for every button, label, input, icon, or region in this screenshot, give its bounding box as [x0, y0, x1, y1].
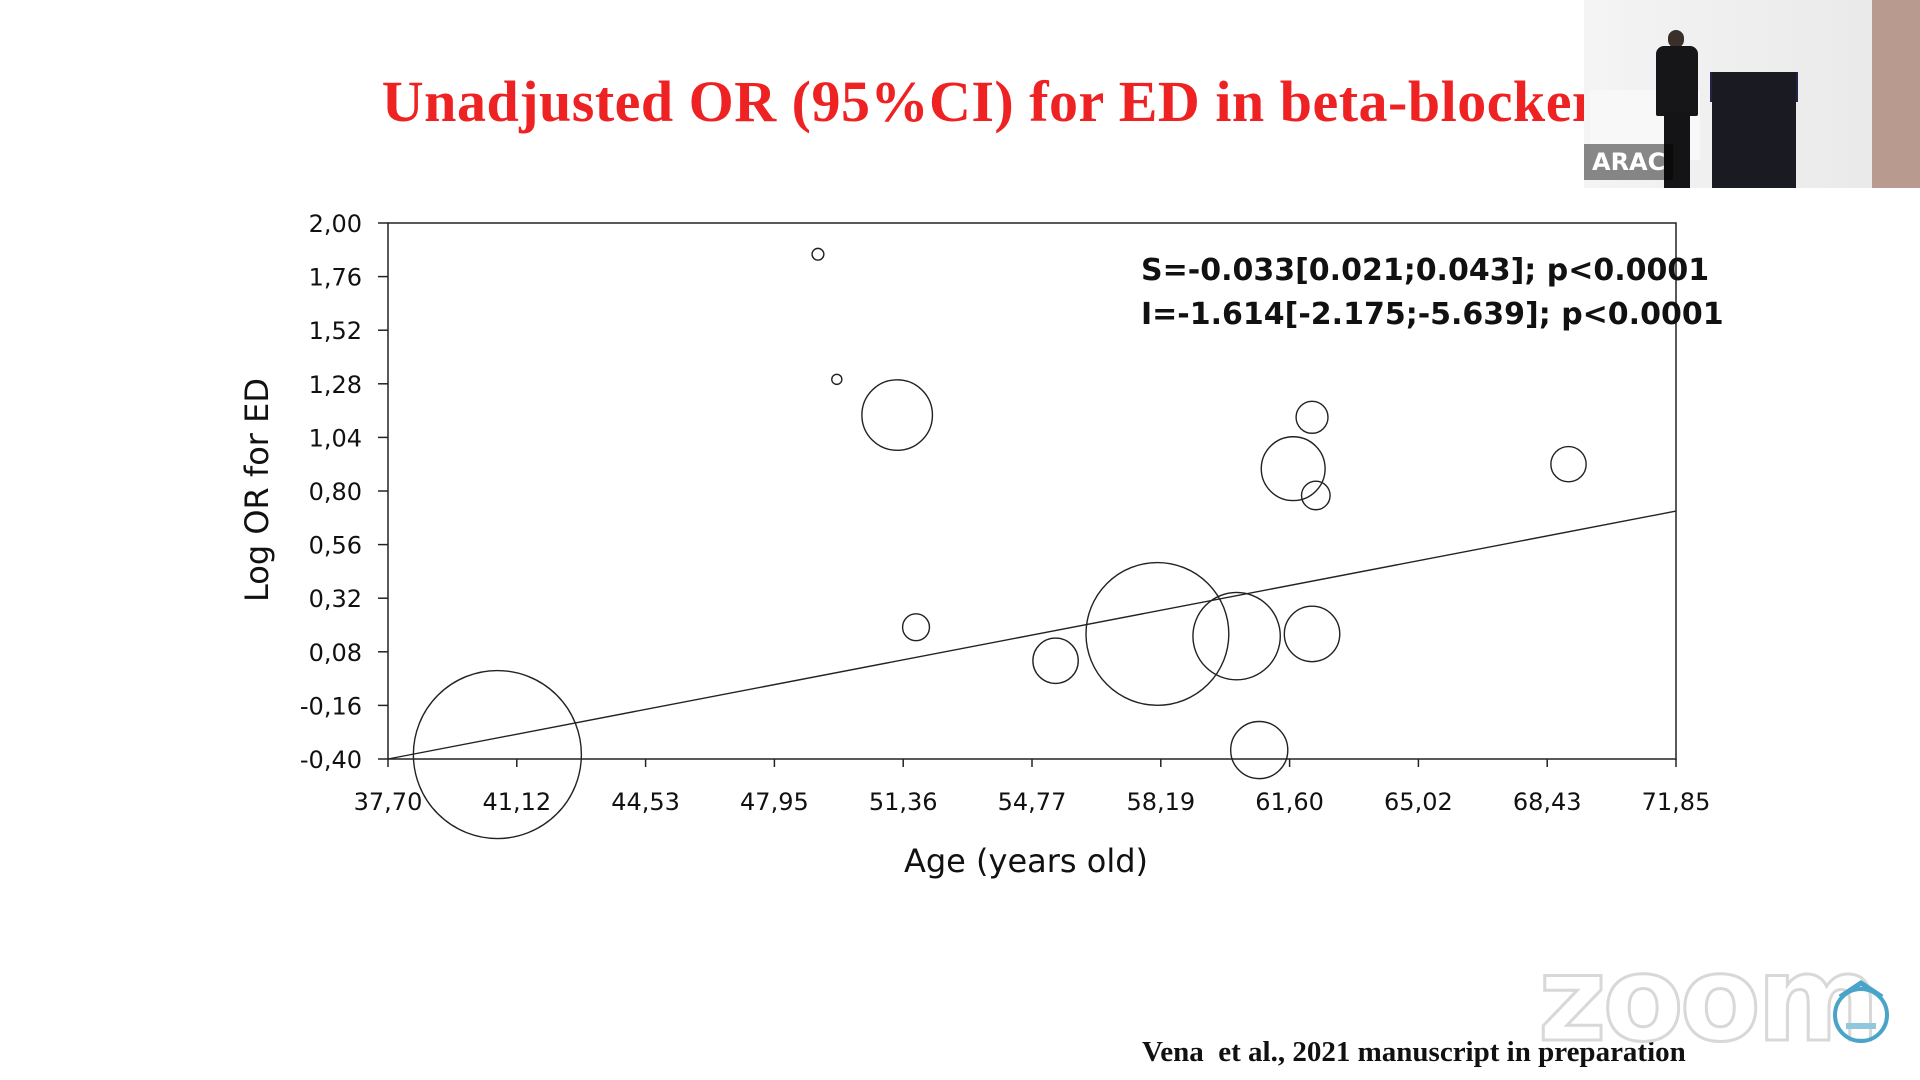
x-tick-label: 65,02 — [1384, 788, 1453, 816]
x-tick-label: 37,70 — [354, 788, 423, 816]
y-tick-label: 1,76 — [309, 264, 362, 292]
x-axis-title: Age (years old) — [904, 842, 1148, 880]
chart-regression — [387, 510, 1677, 760]
y-tick-label: 1,52 — [309, 317, 362, 345]
data-point — [1260, 436, 1326, 502]
x-tick-label: 41,12 — [482, 788, 551, 816]
y-tick-label: -0,16 — [300, 692, 362, 720]
data-point — [901, 613, 931, 642]
y-axis-title: Log OR for ED — [238, 378, 276, 602]
data-point — [831, 373, 843, 386]
y-tick-label: 0,80 — [309, 478, 362, 506]
y-tick-label: 1,28 — [309, 371, 362, 399]
data-point — [1192, 591, 1281, 681]
x-tick-label: 61,60 — [1255, 788, 1324, 816]
data-point — [1032, 637, 1079, 685]
podium — [1712, 72, 1796, 188]
y-tick-label: 0,08 — [309, 639, 362, 667]
annotation-intercept: I=-1.614[-2.175;-5.639]; p<0.0001 — [1141, 297, 1724, 332]
data-point — [861, 379, 934, 452]
video-pillar — [1872, 0, 1920, 188]
y-tick-label: 0,32 — [309, 585, 362, 613]
speaker-legs — [1664, 112, 1690, 188]
y-tick-label: -0,40 — [300, 746, 362, 774]
data-point — [1295, 400, 1329, 434]
x-tick-label: 68,43 — [1513, 788, 1582, 816]
data-point — [1550, 445, 1587, 483]
slide-title: Unadjusted OR (95%CI) for ED in beta-blo… — [381, 69, 1599, 134]
data-point — [1300, 480, 1331, 511]
esam-logo-icon — [1833, 979, 1889, 1043]
speaker-head — [1668, 30, 1684, 48]
x-tick-label: 51,36 — [869, 788, 938, 816]
speaker-video-thumbnail[interactable]: ARAC — [1584, 0, 1920, 188]
speaker-body — [1656, 46, 1698, 116]
chart-axes: 2,00 1,76 1,52 1,28 1,04 0,80 0,56 0,32 0,08 -0,1… — [300, 210, 1710, 816]
x-tick-label: 71,85 — [1642, 788, 1711, 816]
data-point — [1283, 605, 1341, 663]
citation: Vena et al., 2021 manuscript in preparat… — [1142, 1036, 1686, 1068]
y-tick-label: 2,00 — [309, 210, 362, 238]
y-tick-label: 1,04 — [309, 424, 362, 452]
participant-name: ARAC — [1584, 144, 1674, 180]
chart-points — [412, 247, 1587, 840]
data-point — [811, 247, 825, 261]
x-tick-label: 58,19 — [1126, 788, 1195, 816]
x-tick-label: 47,95 — [740, 788, 809, 816]
zoom-watermark: zoom — [1537, 929, 1882, 1070]
data-point — [1229, 720, 1289, 780]
regression-line — [387, 510, 1677, 760]
annotation-slope: S=-0.033[0.021;0.043]; p<0.0001 — [1141, 253, 1709, 288]
data-point — [1085, 561, 1230, 707]
x-tick-label: 54,77 — [998, 788, 1067, 816]
x-tick-label: 44,53 — [611, 788, 680, 816]
y-tick-label: 0,56 — [309, 532, 362, 560]
